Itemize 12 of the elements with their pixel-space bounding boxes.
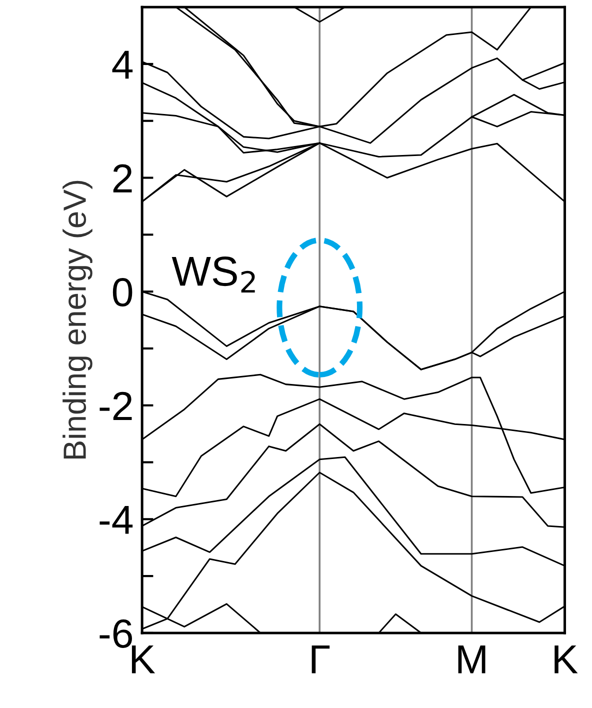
x-tick-label: K [132,646,156,674]
x-tick-label: M [458,646,486,674]
x-tick-label: Γ [312,646,330,674]
y-tick-label: 2 [113,164,132,192]
y-tick-label: -6 [100,619,132,648]
y-tick-label: 0 [112,278,132,307]
y-axis-title: Binding energy (eV) [62,180,92,459]
y-tick-label: 4 [112,50,133,79]
y-tick-label: -4 [100,506,133,534]
annotation: WS$_{2}$ [172,256,255,292]
y-tick-label: -2 [100,392,132,420]
x-tick-label: K [554,646,578,674]
